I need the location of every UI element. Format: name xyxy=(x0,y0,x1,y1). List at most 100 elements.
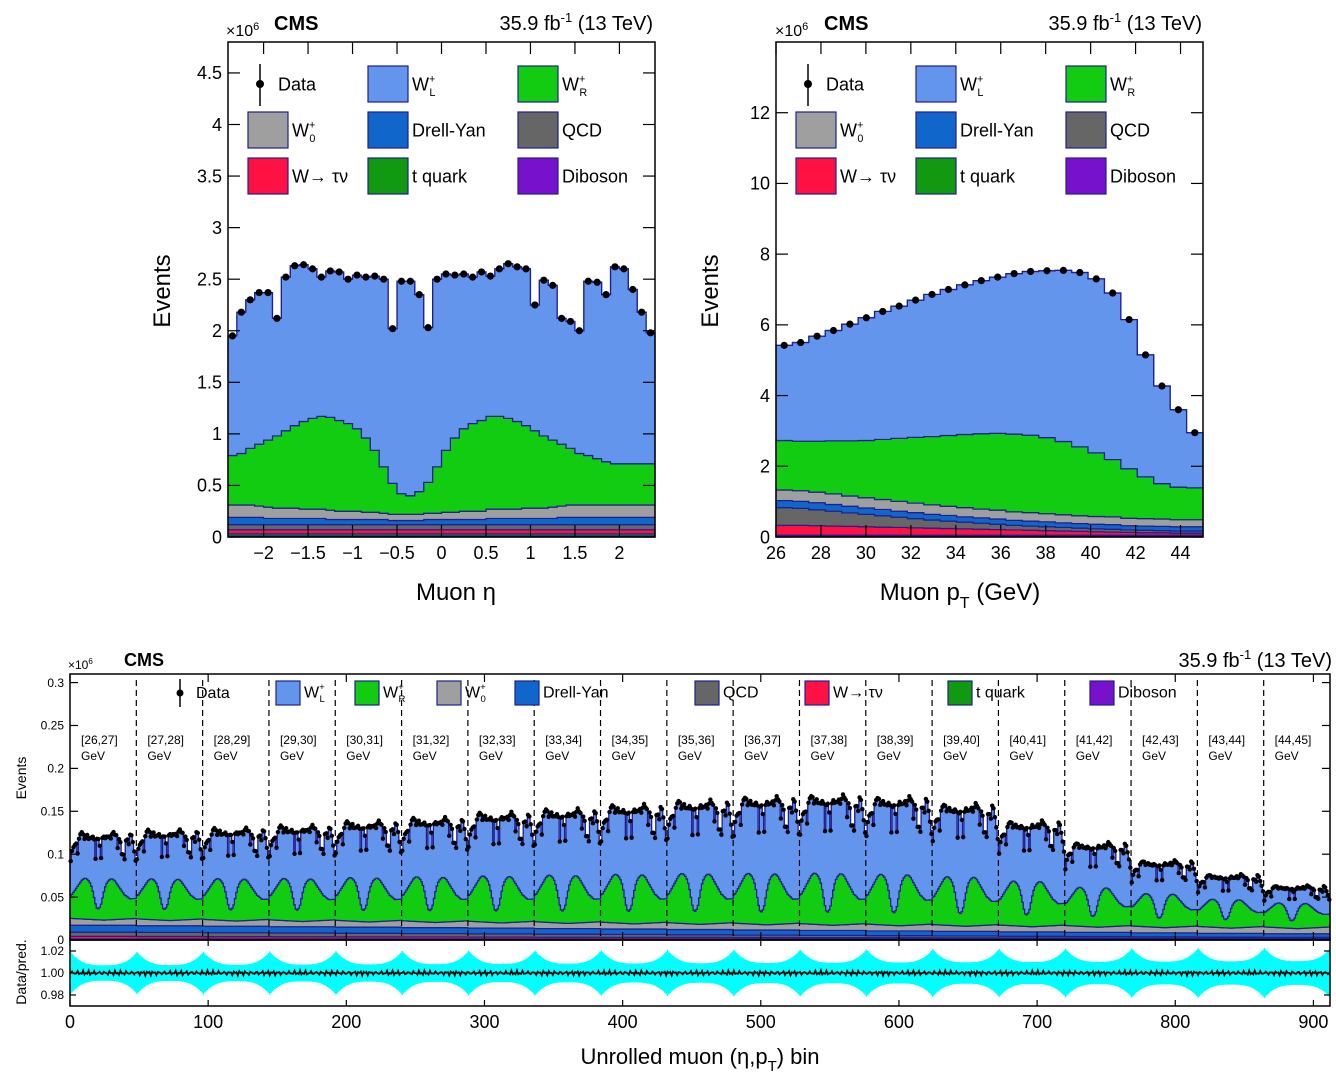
p3-data-point xyxy=(1126,857,1132,862)
p3-data-point xyxy=(165,853,170,859)
p3-data-point xyxy=(712,819,717,824)
p3-data-point xyxy=(494,817,499,823)
p3-data-point xyxy=(760,811,766,817)
p3-data-point xyxy=(1043,837,1049,842)
p1-x-axis-label: Muon η xyxy=(416,579,496,606)
p2-legend-swatch-w-zero xyxy=(795,111,837,149)
p3-legend-swatch-w-right xyxy=(354,680,380,706)
p3-data-point xyxy=(728,822,734,827)
p3-slice-unit: GeV xyxy=(479,749,503,763)
p3-data-point xyxy=(76,836,82,841)
p3-data-point xyxy=(74,841,79,846)
p1-legend-swatch-w-tau xyxy=(247,157,289,195)
p3-data-point xyxy=(1057,822,1063,828)
p3-data-point xyxy=(629,835,634,840)
p1-data-point xyxy=(237,308,245,316)
p3-data-point xyxy=(387,848,393,853)
p3-data-point xyxy=(69,848,75,854)
p3-data-point xyxy=(692,806,698,811)
p3-slice-label: [29,30] xyxy=(280,733,317,747)
p3-data-point xyxy=(209,832,214,837)
p3-slice-label: [43,44] xyxy=(1208,733,1245,747)
p1-y-axis-label: Events xyxy=(149,254,176,327)
p3-data-point xyxy=(198,847,203,852)
p3-slice-unit: GeV xyxy=(1009,749,1033,763)
p3-data-point xyxy=(938,808,944,813)
p3-data-point xyxy=(268,842,274,848)
p1-lumi-label: 35.9 fb-1 (13 TeV) xyxy=(499,10,653,35)
p3-data-point xyxy=(1242,882,1248,887)
p3-data-point xyxy=(440,822,445,828)
p3-data-point xyxy=(335,839,340,844)
p3-data-point xyxy=(313,826,318,831)
p3-data-point xyxy=(397,839,402,845)
p1-y-tick-label: 4 xyxy=(212,115,222,135)
p3-data-point xyxy=(581,814,586,819)
p3-data-point xyxy=(589,816,594,821)
p3-data-point xyxy=(721,808,727,813)
p3-data-point xyxy=(977,822,982,827)
p1-data-point xyxy=(264,288,272,297)
p3-data-point xyxy=(563,838,568,844)
p3-data-point xyxy=(652,835,658,841)
p2-legend-label-w-left: W+ L xyxy=(960,73,983,99)
p3-slice-unit: GeV xyxy=(346,749,370,763)
p1-data-point xyxy=(611,263,619,271)
p3-data-point xyxy=(394,822,399,827)
p3-data-point xyxy=(1262,898,1267,903)
p3-data-point xyxy=(1226,888,1231,893)
p3-slice-label: [41,42] xyxy=(1076,733,1113,747)
p3-data-point xyxy=(340,842,346,847)
p3-data-point xyxy=(1092,851,1097,857)
p3-slice-unit: GeV xyxy=(612,749,636,763)
p1-data-point xyxy=(424,324,432,332)
p3-data-point xyxy=(181,843,187,849)
p1-multiplier: ×106 xyxy=(226,21,259,40)
p1-legend-swatch-diboson xyxy=(517,157,559,195)
p3-data-point xyxy=(694,815,699,820)
p1-x-tick-label: −0.5 xyxy=(379,543,415,563)
p3-data-point xyxy=(661,815,666,820)
p3-data-point xyxy=(159,854,165,860)
p3-data-point xyxy=(803,809,808,814)
p3-data-point xyxy=(228,832,234,838)
p3-data-point xyxy=(976,806,981,811)
p3-data-point xyxy=(1195,890,1201,895)
p1-y-tick-label: 3 xyxy=(212,218,222,238)
p3-data-point xyxy=(307,829,312,835)
p3-data-point xyxy=(380,836,386,841)
p3-data-point xyxy=(744,796,749,802)
p3-data-point xyxy=(1311,888,1317,893)
p3-data-point xyxy=(246,828,252,834)
p1-y-tick-label: 1 xyxy=(212,424,222,444)
p3-legend-swatch-t-quark xyxy=(947,680,973,706)
p3-legend-label-diboson: Diboson xyxy=(1118,684,1177,701)
p3-data-point xyxy=(163,841,169,846)
p3-ratio-x-tick-label: 300 xyxy=(469,1012,499,1032)
p3-ratio-x-tick-label: 400 xyxy=(608,1012,638,1032)
p3-data-point xyxy=(959,817,965,823)
p3-data-point xyxy=(846,801,851,806)
p3-slice-unit: GeV xyxy=(810,749,834,763)
p2-data-point xyxy=(1010,269,1018,278)
p1-data-point xyxy=(273,314,281,322)
p3-data-point xyxy=(187,850,192,855)
p1-legend-label-w-left: W+ L xyxy=(412,73,435,99)
p3-data-point xyxy=(275,829,281,835)
p2-data-point xyxy=(797,338,805,347)
p1-data-point xyxy=(335,268,343,276)
p2-legend-label-diboson: Diboson xyxy=(1110,166,1176,186)
p1-legend-label-w-tau: W→ τν xyxy=(292,166,348,186)
p3-data-point xyxy=(929,831,934,837)
p3-multiplier: ×106 xyxy=(68,657,93,672)
p3-data-point xyxy=(611,804,616,809)
p3-ratio-y-tick-label: 1.02 xyxy=(41,944,65,958)
p3-legend-swatch-w-left xyxy=(275,680,301,706)
p3-y-tick-label: 0.2 xyxy=(47,762,64,776)
p3-data-point xyxy=(217,828,223,833)
p3-data-point xyxy=(1179,865,1184,870)
p3-data-point xyxy=(713,806,719,811)
p3-data-point xyxy=(524,824,529,829)
p1-data-point xyxy=(246,296,254,304)
p2-x-tick-label: 40 xyxy=(1081,543,1101,563)
